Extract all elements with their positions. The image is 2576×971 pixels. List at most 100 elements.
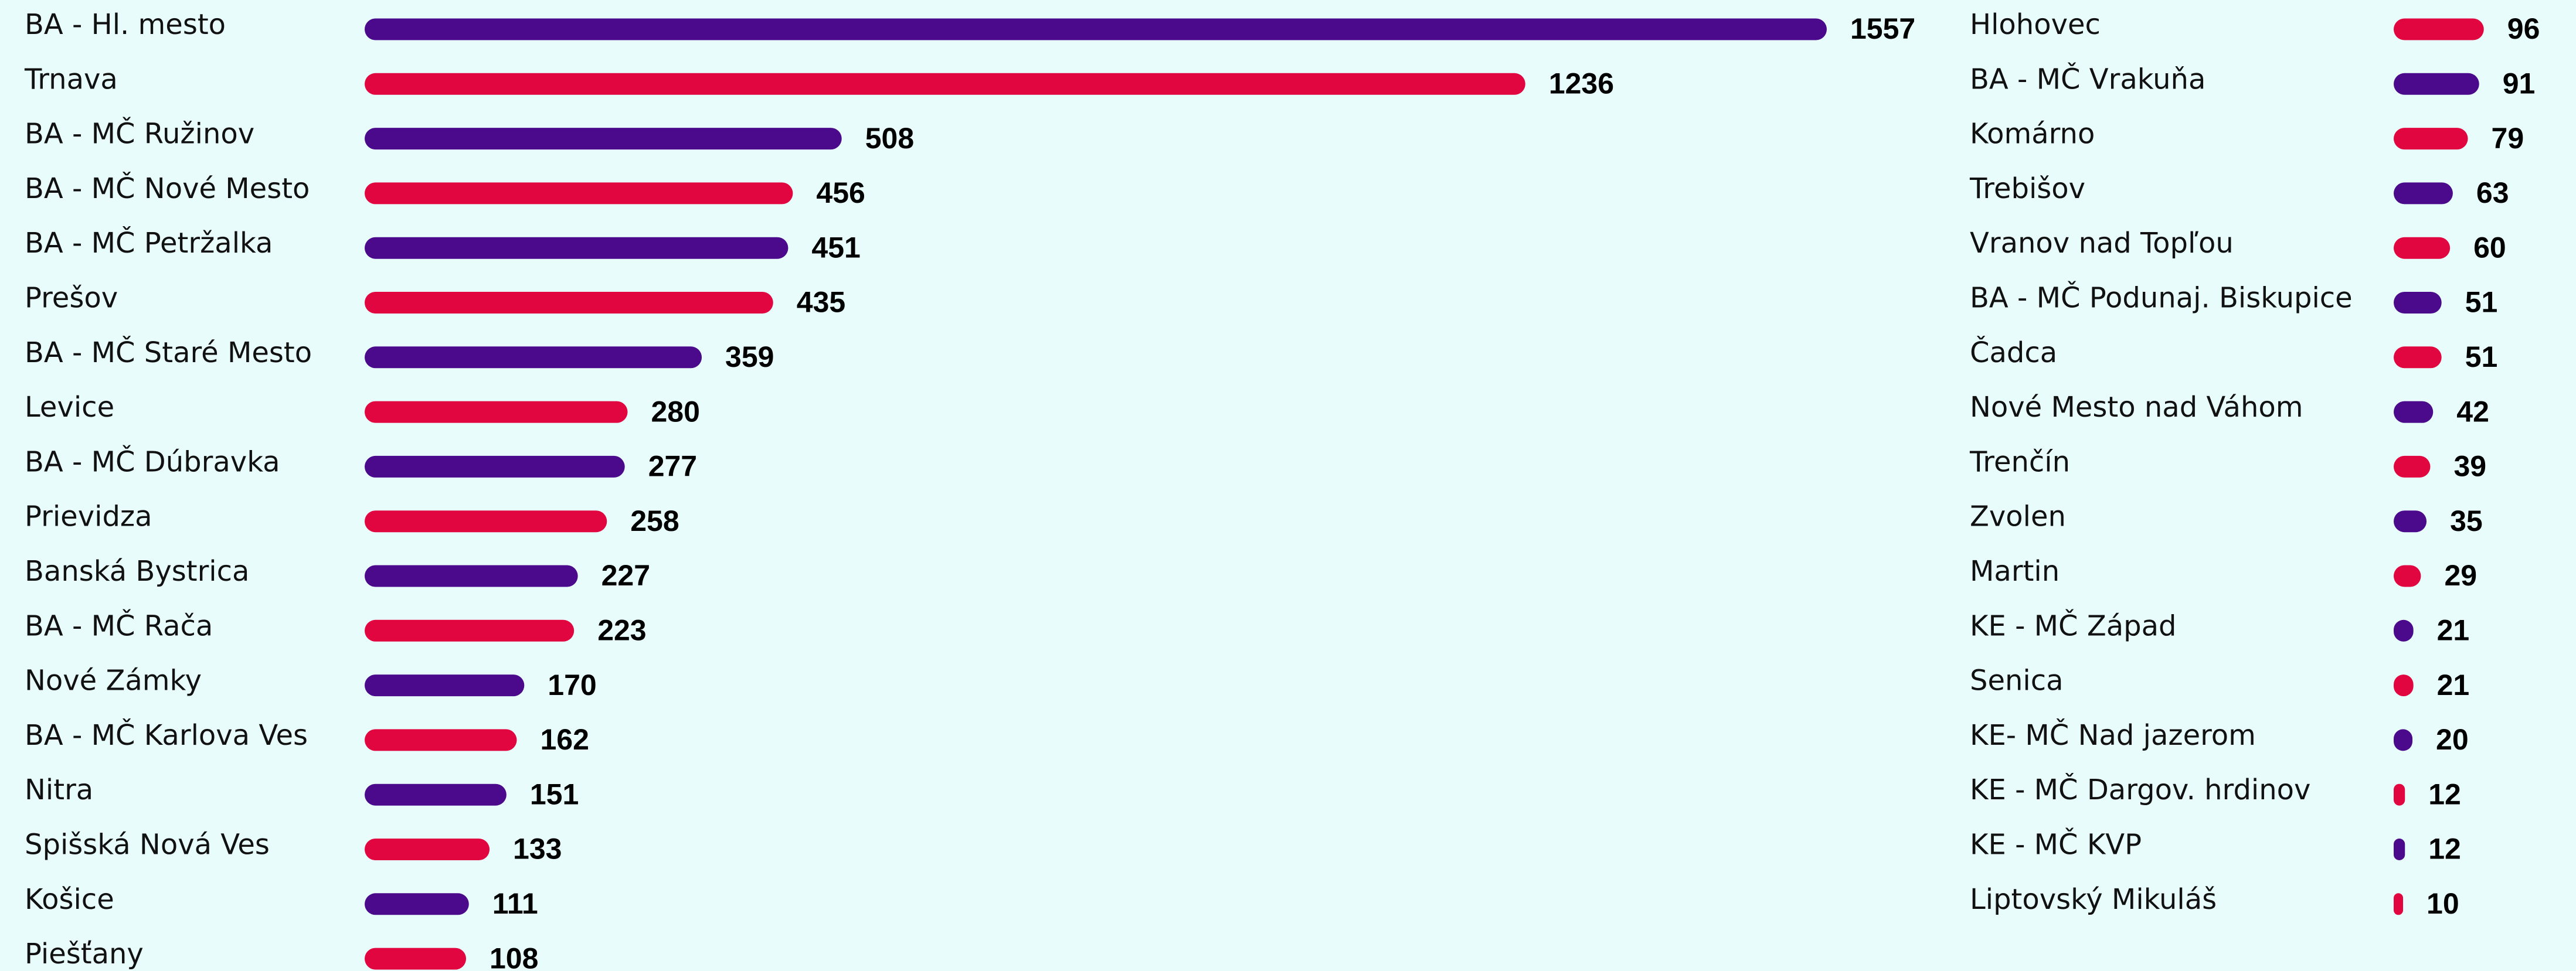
value-label: 227	[601, 559, 650, 592]
category-label: Levice	[25, 391, 114, 424]
category-label: Prešov	[25, 282, 118, 315]
category-label: BA - MČ Podunaj. Biskupice	[1970, 281, 2353, 315]
bar	[365, 455, 625, 478]
category-label: BA - MČ Ružinov	[25, 117, 254, 151]
bar	[365, 128, 842, 150]
value-label: 39	[2453, 450, 2486, 483]
value-label: 60	[2473, 231, 2506, 264]
value-label: 170	[548, 669, 596, 701]
value-label: 162	[540, 723, 589, 756]
value-label: 108	[490, 942, 538, 971]
bar	[365, 619, 575, 642]
value-label: 12	[2428, 833, 2461, 866]
category-label: BA - MČ Dúbravka	[25, 445, 280, 478]
bar	[2394, 893, 2404, 915]
bar	[365, 674, 525, 697]
value-label: 1557	[1850, 12, 1915, 45]
category-label: Trnava	[24, 63, 118, 96]
bar	[365, 18, 1827, 40]
category-label: BA - Hl. mesto	[25, 8, 226, 41]
bar	[365, 73, 1525, 95]
bar	[2394, 401, 2434, 423]
value-label: 133	[513, 833, 562, 866]
value-label: 277	[648, 450, 697, 483]
bar	[2394, 237, 2451, 259]
value-label: 79	[2492, 122, 2524, 155]
category-label: BA - MČ Karlova Ves	[25, 718, 308, 752]
category-label: Čadca	[1970, 336, 2057, 369]
category-label: BA - MČ Petržalka	[25, 226, 273, 260]
category-label: Spišská Nová Ves	[25, 829, 270, 861]
category-label: Piešťany	[25, 938, 144, 970]
category-label: Nitra	[25, 774, 93, 806]
category-label: Vranov nad Topľou	[1970, 227, 2234, 260]
bar	[2394, 510, 2427, 533]
bar	[2394, 783, 2405, 806]
category-label: Košice	[25, 883, 114, 916]
bar	[2394, 346, 2442, 369]
value-label: 21	[2437, 614, 2470, 647]
category-label: BA - MČ Vrakuňa	[1970, 62, 2205, 96]
bar	[365, 182, 793, 205]
bar	[365, 292, 773, 314]
category-label: KE- MČ Nad jazerom	[1970, 718, 2256, 752]
bar	[365, 783, 507, 806]
bar	[365, 346, 702, 369]
bar	[2394, 182, 2453, 205]
category-label: Trenčín	[1969, 445, 2070, 478]
category-label: Nové Mesto nad Váhom	[1970, 391, 2303, 424]
category-label: Komárno	[1970, 118, 2095, 151]
value-label: 280	[651, 395, 700, 428]
category-label: Liptovský Mikuláš	[1970, 883, 2217, 916]
value-label: 435	[797, 286, 845, 319]
category-label: Hlohovec	[1970, 8, 2101, 41]
value-label: 12	[2428, 778, 2461, 810]
category-label: BA - MČ Staré Mesto	[25, 336, 312, 369]
bar	[365, 729, 517, 751]
bar	[365, 893, 469, 915]
category-label: Banská Bystrica	[25, 555, 249, 588]
category-label: Nové Zámky	[25, 665, 202, 697]
bar	[2394, 128, 2468, 150]
value-label: 10	[2427, 887, 2459, 920]
category-label: KE - MČ Západ	[1970, 609, 2176, 642]
bar	[2394, 674, 2414, 697]
bar	[2394, 292, 2442, 314]
category-label: BA - MČ Rača	[25, 609, 213, 642]
value-label: 258	[630, 505, 679, 537]
value-label: 111	[492, 887, 538, 920]
category-label: KE - MČ Dargov. hrdinov	[1970, 773, 2310, 806]
bar	[365, 839, 490, 860]
value-label: 42	[2456, 395, 2489, 428]
category-label: Senica	[1970, 665, 2064, 697]
value-label: 456	[816, 176, 865, 209]
bar	[2394, 729, 2413, 751]
value-label: 51	[2465, 286, 2498, 319]
category-label: Prievidza	[25, 500, 152, 533]
bar	[365, 510, 607, 533]
bar	[2394, 565, 2421, 587]
bar	[365, 948, 466, 970]
bar	[365, 237, 789, 259]
bar	[365, 565, 578, 587]
bar	[2394, 839, 2405, 860]
value-label: 51	[2465, 340, 2498, 373]
bar	[2394, 619, 2414, 642]
category-label: BA - MČ Nové Mesto	[25, 172, 310, 205]
category-label: Trebišov	[1969, 172, 2085, 205]
category-label: Zvolen	[1970, 500, 2066, 533]
value-label: 35	[2450, 505, 2483, 537]
value-label: 29	[2444, 559, 2477, 592]
value-label: 451	[811, 231, 860, 264]
bar	[365, 401, 628, 423]
value-label: 359	[725, 340, 774, 373]
value-label: 1236	[1549, 67, 1614, 100]
value-label: 508	[865, 122, 914, 155]
value-label: 20	[2436, 723, 2469, 756]
bar	[2394, 455, 2431, 478]
value-label: 223	[597, 614, 646, 647]
bar	[2394, 18, 2484, 40]
value-label: 96	[2507, 12, 2540, 45]
